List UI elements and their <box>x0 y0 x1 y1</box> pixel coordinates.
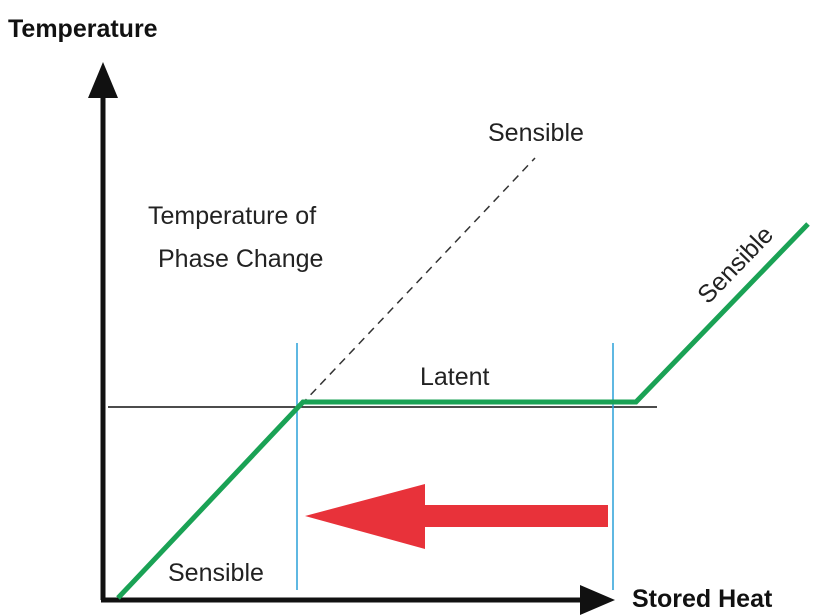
label: Sensible <box>168 559 264 587</box>
y-axis-label: Temperature <box>8 15 158 43</box>
label: Latent <box>420 363 490 391</box>
x-axis-arrow <box>580 585 615 615</box>
label: Temperature of <box>148 202 316 230</box>
x-axis-label: Stored Heat <box>632 585 773 613</box>
y-axis-arrow <box>88 62 118 98</box>
label: Sensible <box>488 119 584 147</box>
heat-curve <box>116 222 810 600</box>
release-arrow <box>305 484 608 549</box>
label: Phase Change <box>158 245 323 273</box>
